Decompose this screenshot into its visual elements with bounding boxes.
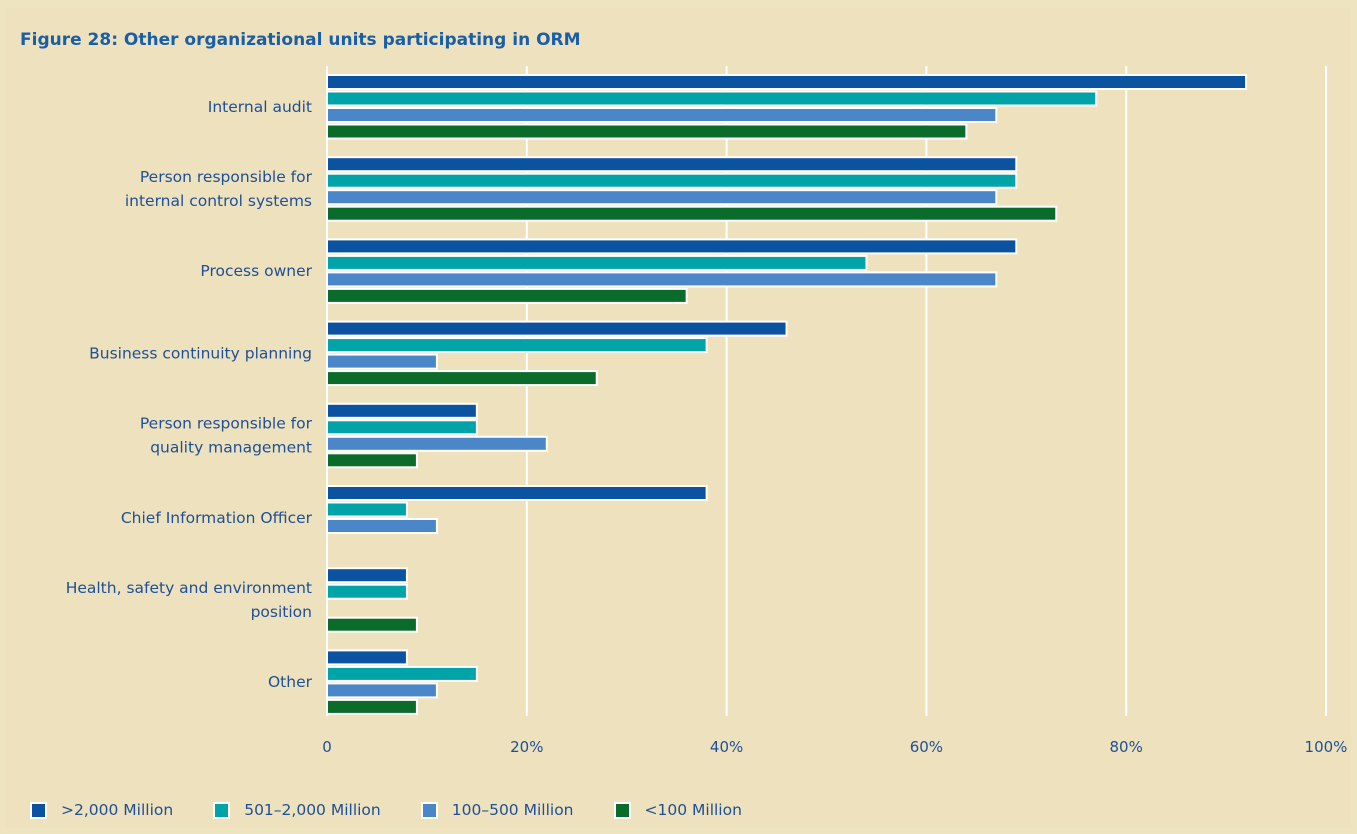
legend-label: 501–2,000 Million <box>244 801 381 819</box>
bar--2-000-million <box>326 649 408 666</box>
bar--2-000-million <box>326 567 408 584</box>
bar-501-2-000-million <box>326 254 868 271</box>
category-label: Other <box>268 673 313 691</box>
bar-501-2-000-million <box>326 501 408 518</box>
legend-label: <100 Million <box>644 801 742 819</box>
bar-layer <box>326 74 1248 715</box>
legend-item: <100 Million <box>613 801 742 819</box>
bar--100-million <box>326 616 418 633</box>
legend-label: 100–500 Million <box>451 801 574 819</box>
bar-100-500-million <box>326 189 998 206</box>
bar--100-million <box>326 698 418 715</box>
legend-swatch <box>213 801 231 819</box>
bar-100-500-million <box>326 682 438 699</box>
bar-100-500-million <box>326 518 438 534</box>
bar-501-2-000-million <box>326 583 408 600</box>
bar--2-000-million <box>326 320 788 337</box>
x-tick-label: 60% <box>910 738 943 756</box>
legend-swatch <box>613 801 631 819</box>
bar--2-000-million <box>326 156 1018 173</box>
legend: >2,000 Million 501–2,000 Million 100–500 M… <box>30 798 782 822</box>
x-tick-label: 80% <box>1110 738 1143 756</box>
bar--2-000-million <box>326 74 1248 90</box>
bar-501-2-000-million <box>326 665 478 682</box>
bar-100-500-million <box>326 107 998 123</box>
category-label: Health, safety and environment <box>66 579 312 597</box>
x-tick-label: 20% <box>510 738 543 756</box>
category-label: Chief Information Officer <box>121 509 313 527</box>
bar-100-500-million <box>326 353 438 370</box>
chart-title: Figure 28: Other organizational units pa… <box>20 30 581 50</box>
bar--100-million <box>326 123 968 140</box>
legend-swatch <box>30 801 47 819</box>
category-label: internal control systems <box>125 192 312 210</box>
bar-100-500-million <box>326 435 548 452</box>
bar--100-million <box>326 287 688 304</box>
category-label: Person responsible for <box>140 168 313 186</box>
bar--100-million <box>326 370 598 387</box>
category-label: Person responsible for <box>140 415 313 433</box>
x-tick-label: 100% <box>1305 738 1348 756</box>
category-label: position <box>251 603 312 621</box>
x-axis-ticks: 0 20% 40% 60% 80% 100% <box>322 738 1347 756</box>
category-label: Business continuity planning <box>89 344 312 362</box>
bar-501-2-000-million <box>326 90 1098 107</box>
bar--100-million <box>326 452 418 469</box>
legend-swatch <box>420 801 438 819</box>
bar--2-000-million <box>326 402 478 419</box>
bar--2-000-million <box>326 485 708 501</box>
bar-100-500-million <box>326 271 998 288</box>
bar-501-2-000-million <box>326 172 1018 189</box>
category-label: Process owner <box>200 262 312 280</box>
bar--100-million <box>326 205 1058 222</box>
category-label: quality management <box>150 439 312 457</box>
legend-item: 100–500 Million <box>420 801 574 819</box>
bar-501-2-000-million <box>326 419 478 436</box>
category-labels: Internal audit Person responsible for inte… <box>66 98 313 691</box>
x-tick-label: 40% <box>710 738 743 756</box>
bar-501-2-000-million <box>326 337 708 354</box>
category-label: Internal audit <box>208 98 312 116</box>
bar--2-000-million <box>326 238 1018 255</box>
x-tick-label: 0 <box>322 738 332 756</box>
grid-layer <box>326 66 1327 716</box>
legend-label: >2,000 Million <box>61 801 174 819</box>
legend-item: >2,000 Million <box>30 801 173 819</box>
legend-item: 501–2,000 Million <box>213 801 381 819</box>
